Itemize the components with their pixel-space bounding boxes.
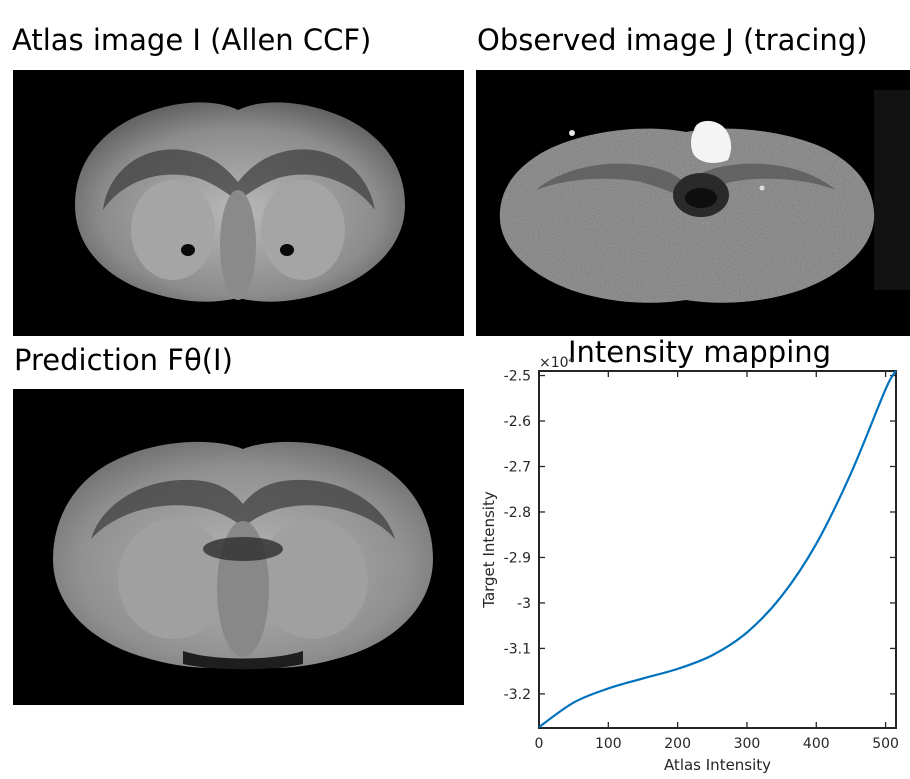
y-tick-label: -2.6 bbox=[504, 414, 531, 430]
y-tick-label: -2.5 bbox=[504, 369, 531, 385]
x-tick-label: 300 bbox=[734, 736, 761, 752]
y-tick-label: -2.8 bbox=[504, 505, 531, 521]
x-axis-ticks: 0 100 200 300 400 500 bbox=[535, 371, 899, 752]
x-axis-label: Atlas Intensity bbox=[664, 756, 771, 774]
y-tick-label: -2.7 bbox=[504, 460, 531, 476]
y-exponent-label: ×10⁴ bbox=[539, 355, 575, 371]
y-axis-ticks: -2.5 -2.6 -2.7 -2.8 -2.9 -3 -3.1 -3.2 bbox=[504, 369, 896, 703]
x-tick-label: 200 bbox=[664, 736, 691, 752]
prediction-image bbox=[13, 389, 464, 705]
series-line bbox=[538, 370, 897, 728]
x-tick-label: 100 bbox=[595, 736, 622, 752]
atlas-image bbox=[13, 70, 464, 336]
intensity-mapping-chart: Intensity mapping ×10⁴ 0 100 200 300 400 500 … bbox=[480, 335, 899, 774]
y-tick-label: -3 bbox=[517, 596, 531, 612]
y-tick-label: -3.2 bbox=[504, 687, 531, 703]
prediction-image-title: Prediction Fθ(I) bbox=[14, 343, 233, 377]
y-axis-label: Target Intensity bbox=[480, 491, 498, 609]
observed-image bbox=[476, 70, 910, 336]
x-tick-label: 400 bbox=[803, 736, 830, 752]
y-tick-label: -2.9 bbox=[504, 550, 531, 566]
observed-image-title: Observed image J (tracing) bbox=[477, 23, 868, 57]
atlas-image-title: Atlas image I (Allen CCF) bbox=[12, 23, 372, 57]
chart-title: Intensity mapping bbox=[568, 335, 831, 369]
x-tick-label: 500 bbox=[872, 736, 899, 752]
plot-area bbox=[538, 370, 897, 729]
y-tick-label: -3.1 bbox=[504, 641, 531, 657]
x-tick-label: 0 bbox=[535, 736, 544, 752]
